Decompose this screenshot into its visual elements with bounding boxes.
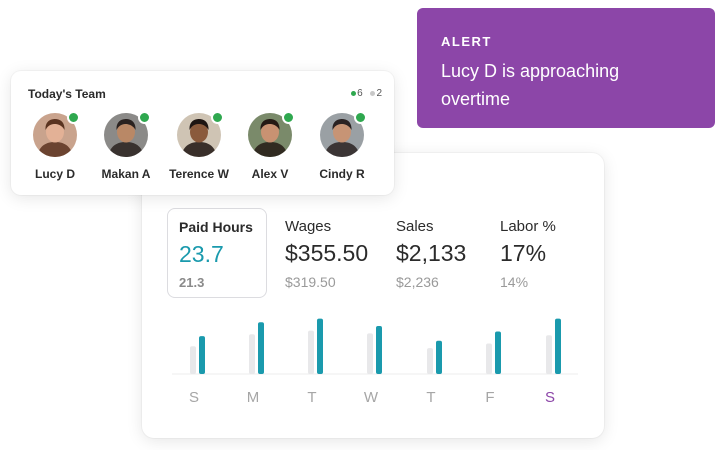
chart-day-label: S (189, 389, 199, 406)
member-name: Makan A (101, 167, 151, 181)
chart-day-label: F (485, 389, 494, 406)
metric-label: Paid Hours (179, 219, 253, 235)
metric-previous: 14% (500, 274, 529, 290)
metric-value: $355.50 (285, 240, 369, 266)
online-status-icon (354, 111, 367, 124)
metric-value: 17% (500, 240, 547, 266)
metric-previous: 21.3 (179, 275, 205, 290)
metric-paid-hours[interactable]: Paid Hours 23.7 21.3 (167, 208, 267, 298)
member-name: Cindy R (319, 167, 365, 181)
alert-card[interactable]: ALERT Lucy D is approaching overtime (417, 8, 715, 128)
online-status-icon (211, 111, 224, 124)
metric-sales[interactable]: Sales $2,133 $2,236 (396, 210, 486, 300)
chart-day-label: T (307, 389, 316, 406)
avatar (320, 113, 364, 157)
member-name: Terence W (169, 167, 229, 181)
alert-label: ALERT (441, 34, 492, 49)
chart-bar-current[interactable] (555, 318, 561, 374)
chart-bar-previous[interactable] (546, 335, 552, 374)
team-card: Today's Team 6 2 Lucy D Makan A Terence W A… (11, 71, 394, 195)
chart-bar-previous[interactable] (249, 334, 255, 374)
chart-bar-current[interactable] (199, 336, 205, 374)
metrics-card (142, 153, 604, 438)
online-status-icon (138, 111, 151, 124)
team-member[interactable]: Cindy R (302, 111, 382, 181)
member-name: Alex V (251, 167, 289, 181)
chart-bar-previous[interactable] (308, 330, 314, 374)
metric-previous: $2,236 (396, 274, 439, 290)
chart-day-label: T (426, 389, 435, 406)
team-member[interactable]: Terence W (159, 111, 239, 181)
team-member[interactable]: Makan A (86, 111, 166, 181)
metric-label: Wages (285, 218, 332, 235)
avatar-wrap (320, 111, 367, 157)
chart-day-label: M (247, 389, 260, 406)
avatar-wrap (248, 111, 295, 157)
chart-bar-previous[interactable] (486, 343, 492, 374)
team-members: Lucy D Makan A Terence W Alex V Cindy R (11, 111, 394, 193)
online-status-icon (351, 90, 357, 96)
avatar-wrap (104, 111, 151, 157)
chart-bar-current[interactable] (258, 322, 264, 374)
chart-bar-current[interactable] (495, 331, 501, 374)
avatar-wrap (33, 111, 80, 157)
metric-value: 23.7 (179, 241, 224, 267)
metric-label: Labor % (500, 218, 556, 235)
chart-day-label: S (545, 389, 555, 406)
online-status-icon (282, 111, 295, 124)
avatar-wrap (177, 111, 224, 157)
metric-previous: $319.50 (285, 274, 336, 290)
offline-status-icon (370, 90, 376, 96)
chart-bar-previous[interactable] (427, 348, 433, 374)
metric-label: Sales (396, 218, 434, 235)
team-member[interactable]: Lucy D (15, 111, 95, 181)
online-count: 6 (357, 88, 363, 99)
team-title: Today's Team (28, 87, 106, 101)
metric-labor-percent[interactable]: Labor % 17% 14% (500, 210, 580, 300)
member-name: Lucy D (34, 167, 75, 181)
team-stats: 6 2 (351, 88, 382, 99)
chart-bar-previous[interactable] (367, 333, 373, 374)
chart-day-label: W (364, 389, 379, 406)
chart-bar-previous[interactable] (190, 346, 196, 374)
offline-count: 2 (376, 88, 382, 99)
chart-bar-current[interactable] (317, 318, 323, 374)
metric-value: $2,133 (396, 240, 467, 266)
chart-bar-current[interactable] (436, 340, 442, 374)
alert-message: Lucy D is approaching overtime (441, 61, 620, 109)
team-member[interactable]: Alex V (230, 111, 310, 181)
metric-wages[interactable]: Wages $355.50 $319.50 (285, 210, 385, 300)
chart-bar-current[interactable] (376, 326, 382, 374)
online-status-icon (67, 111, 80, 124)
